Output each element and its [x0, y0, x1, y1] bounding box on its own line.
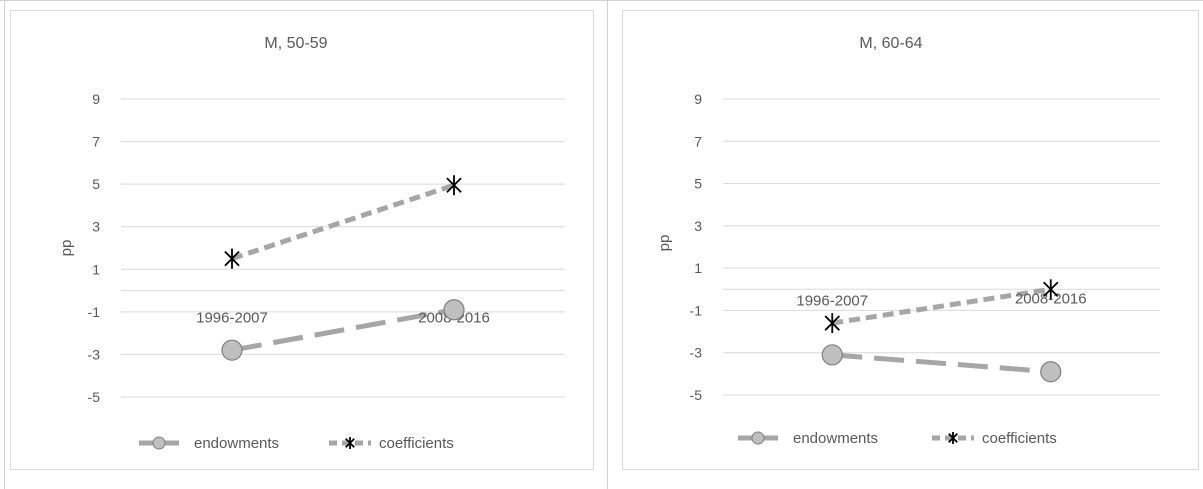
data-point-coefficients: [824, 313, 840, 334]
chart-left: M, 50-59pp-5-3-1135791996-20072008-2016e…: [58, 35, 565, 452]
chart-panel-right: M, 60-64 pp -5 -3 -1 1 3 5 7 9 1996-2007 2008-2016 e…: [622, 10, 1199, 470]
y-tick-label: 7: [694, 133, 702, 149]
data-point-coefficients: [446, 175, 462, 196]
data-point-coefficients: [1043, 279, 1059, 300]
legend-marker-endowments: [751, 431, 765, 445]
chart-panel-left: M, 50-59pp-5-3-1135791996-20072008-2016e…: [10, 10, 594, 470]
y-tick-label: -1: [690, 302, 703, 318]
series-line-coefficients: [831, 286, 1052, 326]
y-tick-label: 1: [92, 261, 100, 277]
y-tick-label: 7: [92, 134, 100, 150]
y-axis-label: pp: [58, 240, 75, 257]
y-tick-label: 3: [92, 219, 100, 235]
data-point-endowments: [1040, 361, 1062, 383]
data-point-endowments: [443, 299, 465, 321]
y-tick-label: 5: [694, 176, 702, 192]
chart-title: M, 60-64: [859, 35, 922, 52]
series-line-coefficients: [231, 182, 455, 262]
x-tick-label: 1996-2007: [196, 310, 268, 327]
chart-title: M, 50-59: [264, 35, 327, 52]
y-tick-label: 3: [694, 218, 702, 234]
legend-marker-coefficients: [948, 432, 958, 444]
legend: endowments coefficients: [139, 435, 454, 452]
legend-label-endowments: endowments: [194, 435, 279, 452]
page-top-border: [0, 0, 1203, 1]
legend-marker-endowments: [152, 436, 166, 450]
legend: endowments coefficients: [738, 430, 1057, 447]
series-line-endowments: [832, 352, 1051, 375]
y-tick-label: -3: [690, 345, 703, 361]
legend-label-coefficients: coefficients: [982, 430, 1057, 447]
y-tick-label: -5: [88, 389, 101, 405]
series-line-endowments: [231, 307, 455, 353]
y-tick-label: -5: [690, 387, 703, 403]
y-tick-label: 5: [92, 176, 100, 192]
data-point-endowments: [221, 339, 243, 361]
x-tick-label: 1996-2007: [796, 292, 868, 309]
y-tick-label: 9: [694, 91, 702, 107]
y-tick-label: -3: [88, 346, 101, 362]
page-left-border: [4, 0, 5, 489]
legend-label-coefficients: coefficients: [379, 435, 454, 452]
y-tick-label: 9: [92, 91, 100, 107]
data-point-coefficients: [224, 248, 240, 269]
data-point-endowments: [821, 344, 843, 366]
y-tick-label: -1: [88, 304, 101, 320]
legend-marker-coefficients: [345, 437, 355, 449]
y-tick-label: 1: [694, 260, 702, 276]
panel-divider: [607, 0, 608, 489]
y-axis-label: pp: [656, 235, 673, 252]
legend-label-endowments: endowments: [793, 430, 878, 447]
